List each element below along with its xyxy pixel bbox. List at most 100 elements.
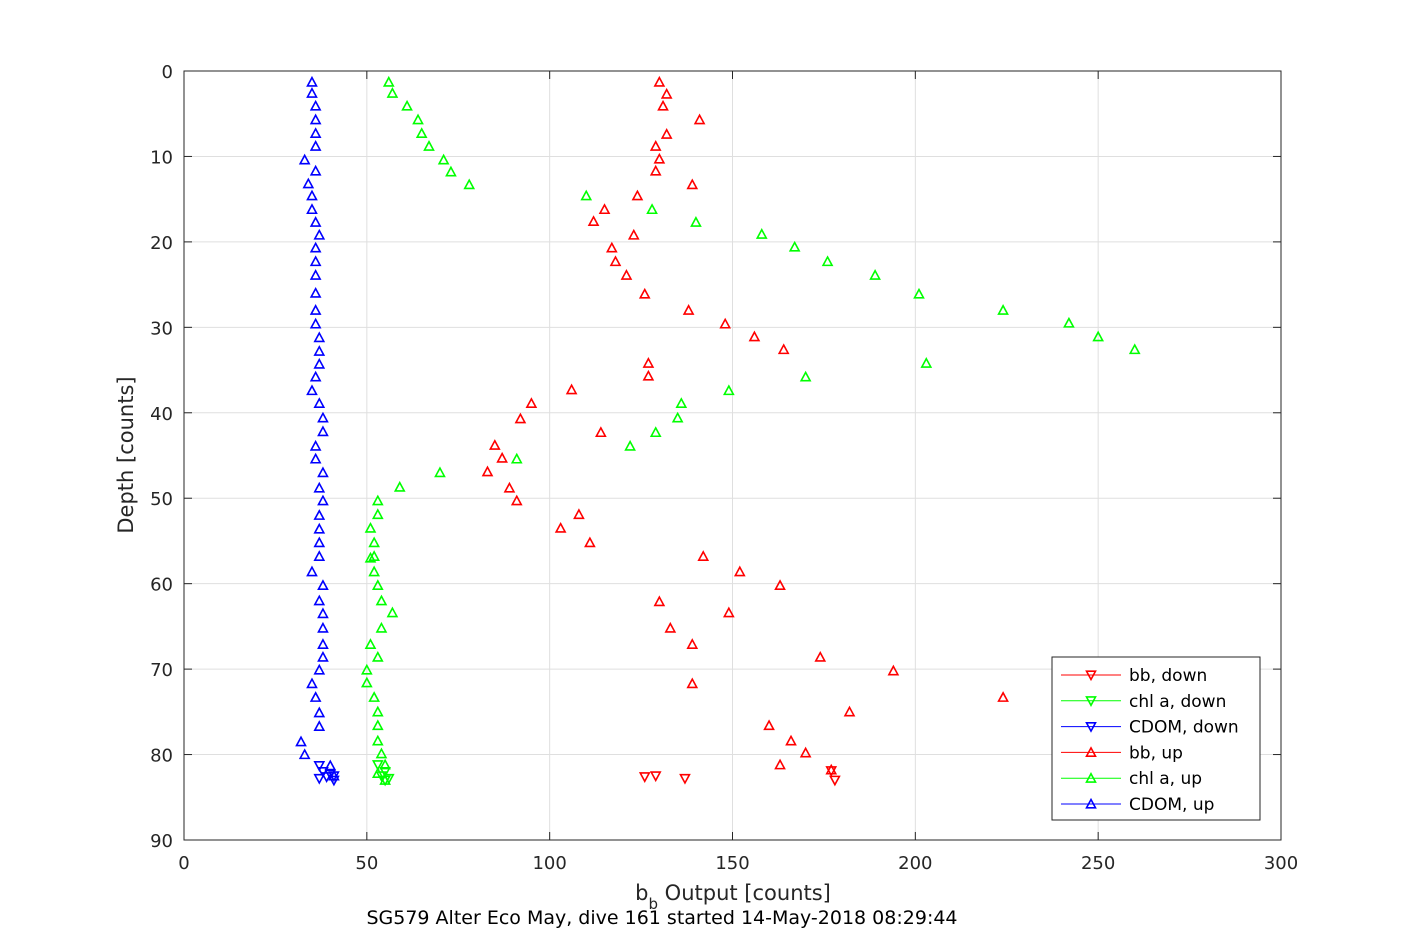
y-tick-label: 60 [150, 575, 173, 596]
data-point [799, 370, 812, 382]
data-point [364, 521, 377, 533]
data-point [660, 128, 673, 139]
data-series [295, 75, 1141, 787]
data-point [386, 87, 399, 98]
data-point [313, 706, 326, 718]
data-point [368, 691, 380, 702]
x-axis-label-rest: Output [counts] [658, 881, 831, 905]
data-point [371, 579, 384, 591]
data-point [313, 357, 326, 369]
data-point [624, 439, 636, 451]
data-point [646, 203, 658, 215]
data-point [723, 384, 735, 396]
data-point [642, 357, 655, 368]
series-chl-a-up [360, 75, 1141, 785]
data-point [584, 536, 596, 548]
data-point [386, 606, 399, 618]
legend-label: bb, down [1129, 666, 1207, 686]
legend-label: chl a, up [1129, 769, 1202, 789]
data-point [434, 466, 446, 478]
data-point [774, 579, 786, 591]
data-point [609, 255, 622, 267]
data-point [306, 203, 318, 215]
data-point [306, 189, 318, 201]
data-point [313, 720, 326, 731]
data-point [682, 304, 695, 315]
legend-marker [1085, 797, 1097, 809]
data-point [309, 113, 322, 125]
data-point [653, 75, 666, 87]
data-point [313, 550, 326, 561]
data-point [379, 774, 391, 785]
data-point [598, 203, 611, 215]
data-point [723, 606, 735, 618]
data-point [620, 269, 633, 280]
data-point [488, 439, 501, 450]
data-point [298, 153, 311, 165]
legend-marker [1085, 696, 1097, 707]
data-point [653, 152, 666, 164]
data-point [306, 87, 318, 98]
data-point [821, 255, 834, 267]
data-point [317, 607, 329, 619]
data-point [298, 748, 311, 760]
data-point [679, 773, 691, 785]
data-point [412, 113, 424, 125]
data-point [755, 228, 768, 239]
data-point [675, 397, 688, 409]
data-point [510, 494, 523, 506]
data-point [777, 343, 790, 355]
data-point [306, 677, 318, 689]
y-tick-label: 80 [150, 746, 173, 767]
data-point [463, 178, 476, 190]
data-point [887, 664, 900, 676]
data-point [631, 189, 644, 201]
legend-marker [1085, 670, 1097, 682]
data-point [642, 369, 655, 381]
data-point [371, 767, 384, 778]
data-point [825, 763, 838, 775]
y-tick-label: 40 [150, 404, 173, 425]
x-tick-label: 200 [898, 853, 932, 874]
x-tick-label: 50 [355, 853, 378, 874]
data-point [309, 99, 322, 111]
data-point [401, 99, 413, 111]
data-point [657, 99, 669, 111]
data-point [869, 269, 881, 280]
data-point [313, 663, 326, 675]
data-point [843, 705, 856, 717]
data-point [660, 87, 673, 99]
data-point [763, 719, 775, 731]
data-point [309, 370, 322, 382]
data-point [525, 397, 538, 409]
y-tick-label: 20 [150, 233, 173, 254]
data-point [653, 595, 666, 607]
data-point [649, 771, 662, 783]
legend-marker [1085, 746, 1097, 758]
data-point [364, 638, 377, 649]
y-tick-label: 50 [150, 489, 173, 510]
data-point [295, 735, 307, 747]
data-point [302, 177, 315, 189]
data-point [375, 594, 388, 606]
data-point [313, 522, 326, 534]
data-point [379, 758, 391, 770]
legend: bb, down chl a, down CDOM, down bb, up chl a… [1051, 656, 1261, 821]
data-point [649, 140, 662, 151]
data-point [313, 331, 326, 343]
data-point [371, 494, 384, 506]
legend-marker [1085, 772, 1097, 783]
data-point [328, 769, 340, 781]
data-point [686, 638, 699, 649]
data-point [309, 304, 322, 315]
legend-label: CDOM, down [1129, 718, 1239, 738]
data-point [317, 466, 329, 478]
y-tick-label: 30 [150, 318, 173, 339]
legend-label: CDOM, up [1129, 795, 1214, 815]
data-point [605, 241, 618, 253]
data-point [324, 759, 337, 771]
x-tick-label: 100 [532, 853, 566, 874]
data-point [514, 412, 527, 424]
data-point [309, 164, 322, 176]
